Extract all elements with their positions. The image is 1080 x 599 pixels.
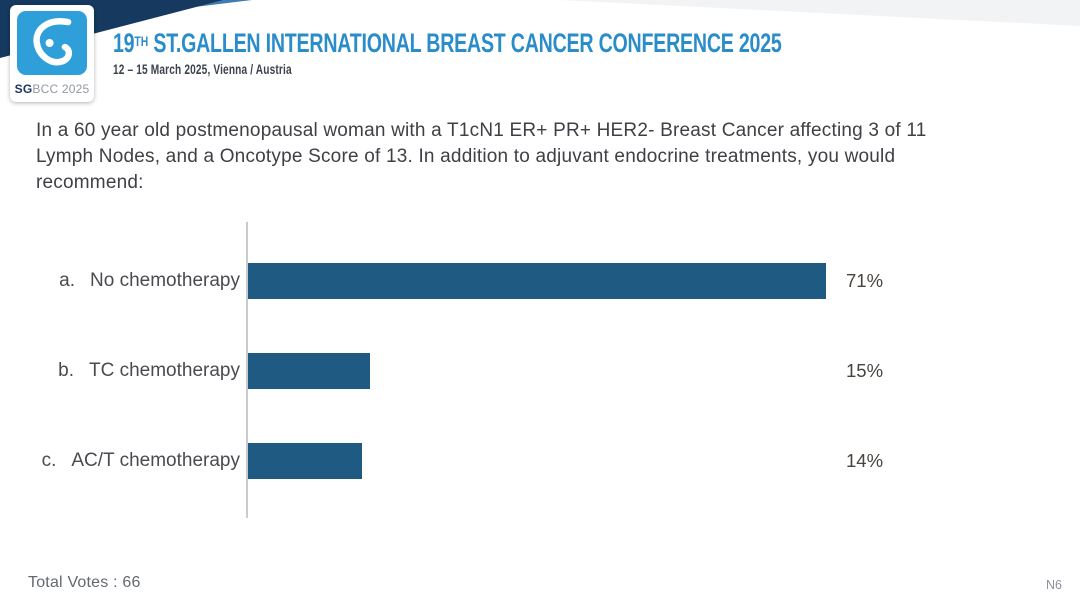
option-label-c: c. AC/T chemotherapy (0, 443, 240, 479)
title-number: 19 (113, 28, 135, 58)
sgbcc-logo-square (17, 11, 87, 75)
total-votes: Total Votes : 66 (28, 574, 141, 591)
bar-c (248, 443, 362, 479)
question-line: recommend: (36, 172, 144, 193)
bar-a (248, 263, 826, 299)
chart-row-b: b. TC chemotherapy 15% (0, 353, 1080, 389)
header-title-block: 19TH ST.GALLEN INTERNATIONAL BREAST CANC… (113, 27, 1017, 77)
logo-text-bcc: BCC 2025 (32, 82, 90, 96)
sgbcc-logo-text: SGBCC 2025 (10, 82, 94, 96)
option-text: TC chemotherapy (88, 360, 240, 381)
conference-title: 19TH ST.GALLEN INTERNATIONAL BREAST CANC… (113, 27, 782, 57)
option-letter: c. (41, 450, 57, 471)
option-text: AC/T chemotherapy (71, 450, 240, 471)
option-label-b: b. TC chemotherapy (0, 353, 240, 389)
breast-glyph-icon (33, 18, 73, 66)
option-label-a: a. No chemotherapy (0, 263, 240, 299)
chart-row-a: a. No chemotherapy 71% (0, 263, 1080, 299)
logo-text-sg: SG (14, 82, 33, 96)
sgbcc-logo: SGBCC 2025 (10, 5, 94, 102)
option-letter: b. (58, 360, 74, 381)
poll-question: In a 60 year old postmenopausal woman wi… (36, 118, 927, 196)
title-ordinal: TH (134, 33, 149, 49)
question-line: Lymph Nodes, and a Oncotype Score of 13.… (36, 146, 896, 167)
value-label-b: 15% (846, 360, 884, 381)
title-text: ST.GALLEN INTERNATIONAL BREAST CANCER CO… (148, 28, 782, 58)
bar-b (248, 353, 370, 389)
slide-code: N6 (1046, 578, 1062, 592)
value-label-c: 14% (846, 450, 884, 471)
chart-axis-line (246, 222, 248, 518)
option-text: No chemotherapy (90, 270, 240, 291)
option-letter: a. (59, 270, 76, 291)
conference-subtitle: 12 – 15 March 2025, Vienna / Austria (113, 62, 292, 77)
question-line: In a 60 year old postmenopausal woman wi… (36, 120, 927, 141)
value-label-a: 71% (846, 270, 884, 291)
chart-row-c: c. AC/T chemotherapy 14% (0, 443, 1080, 479)
